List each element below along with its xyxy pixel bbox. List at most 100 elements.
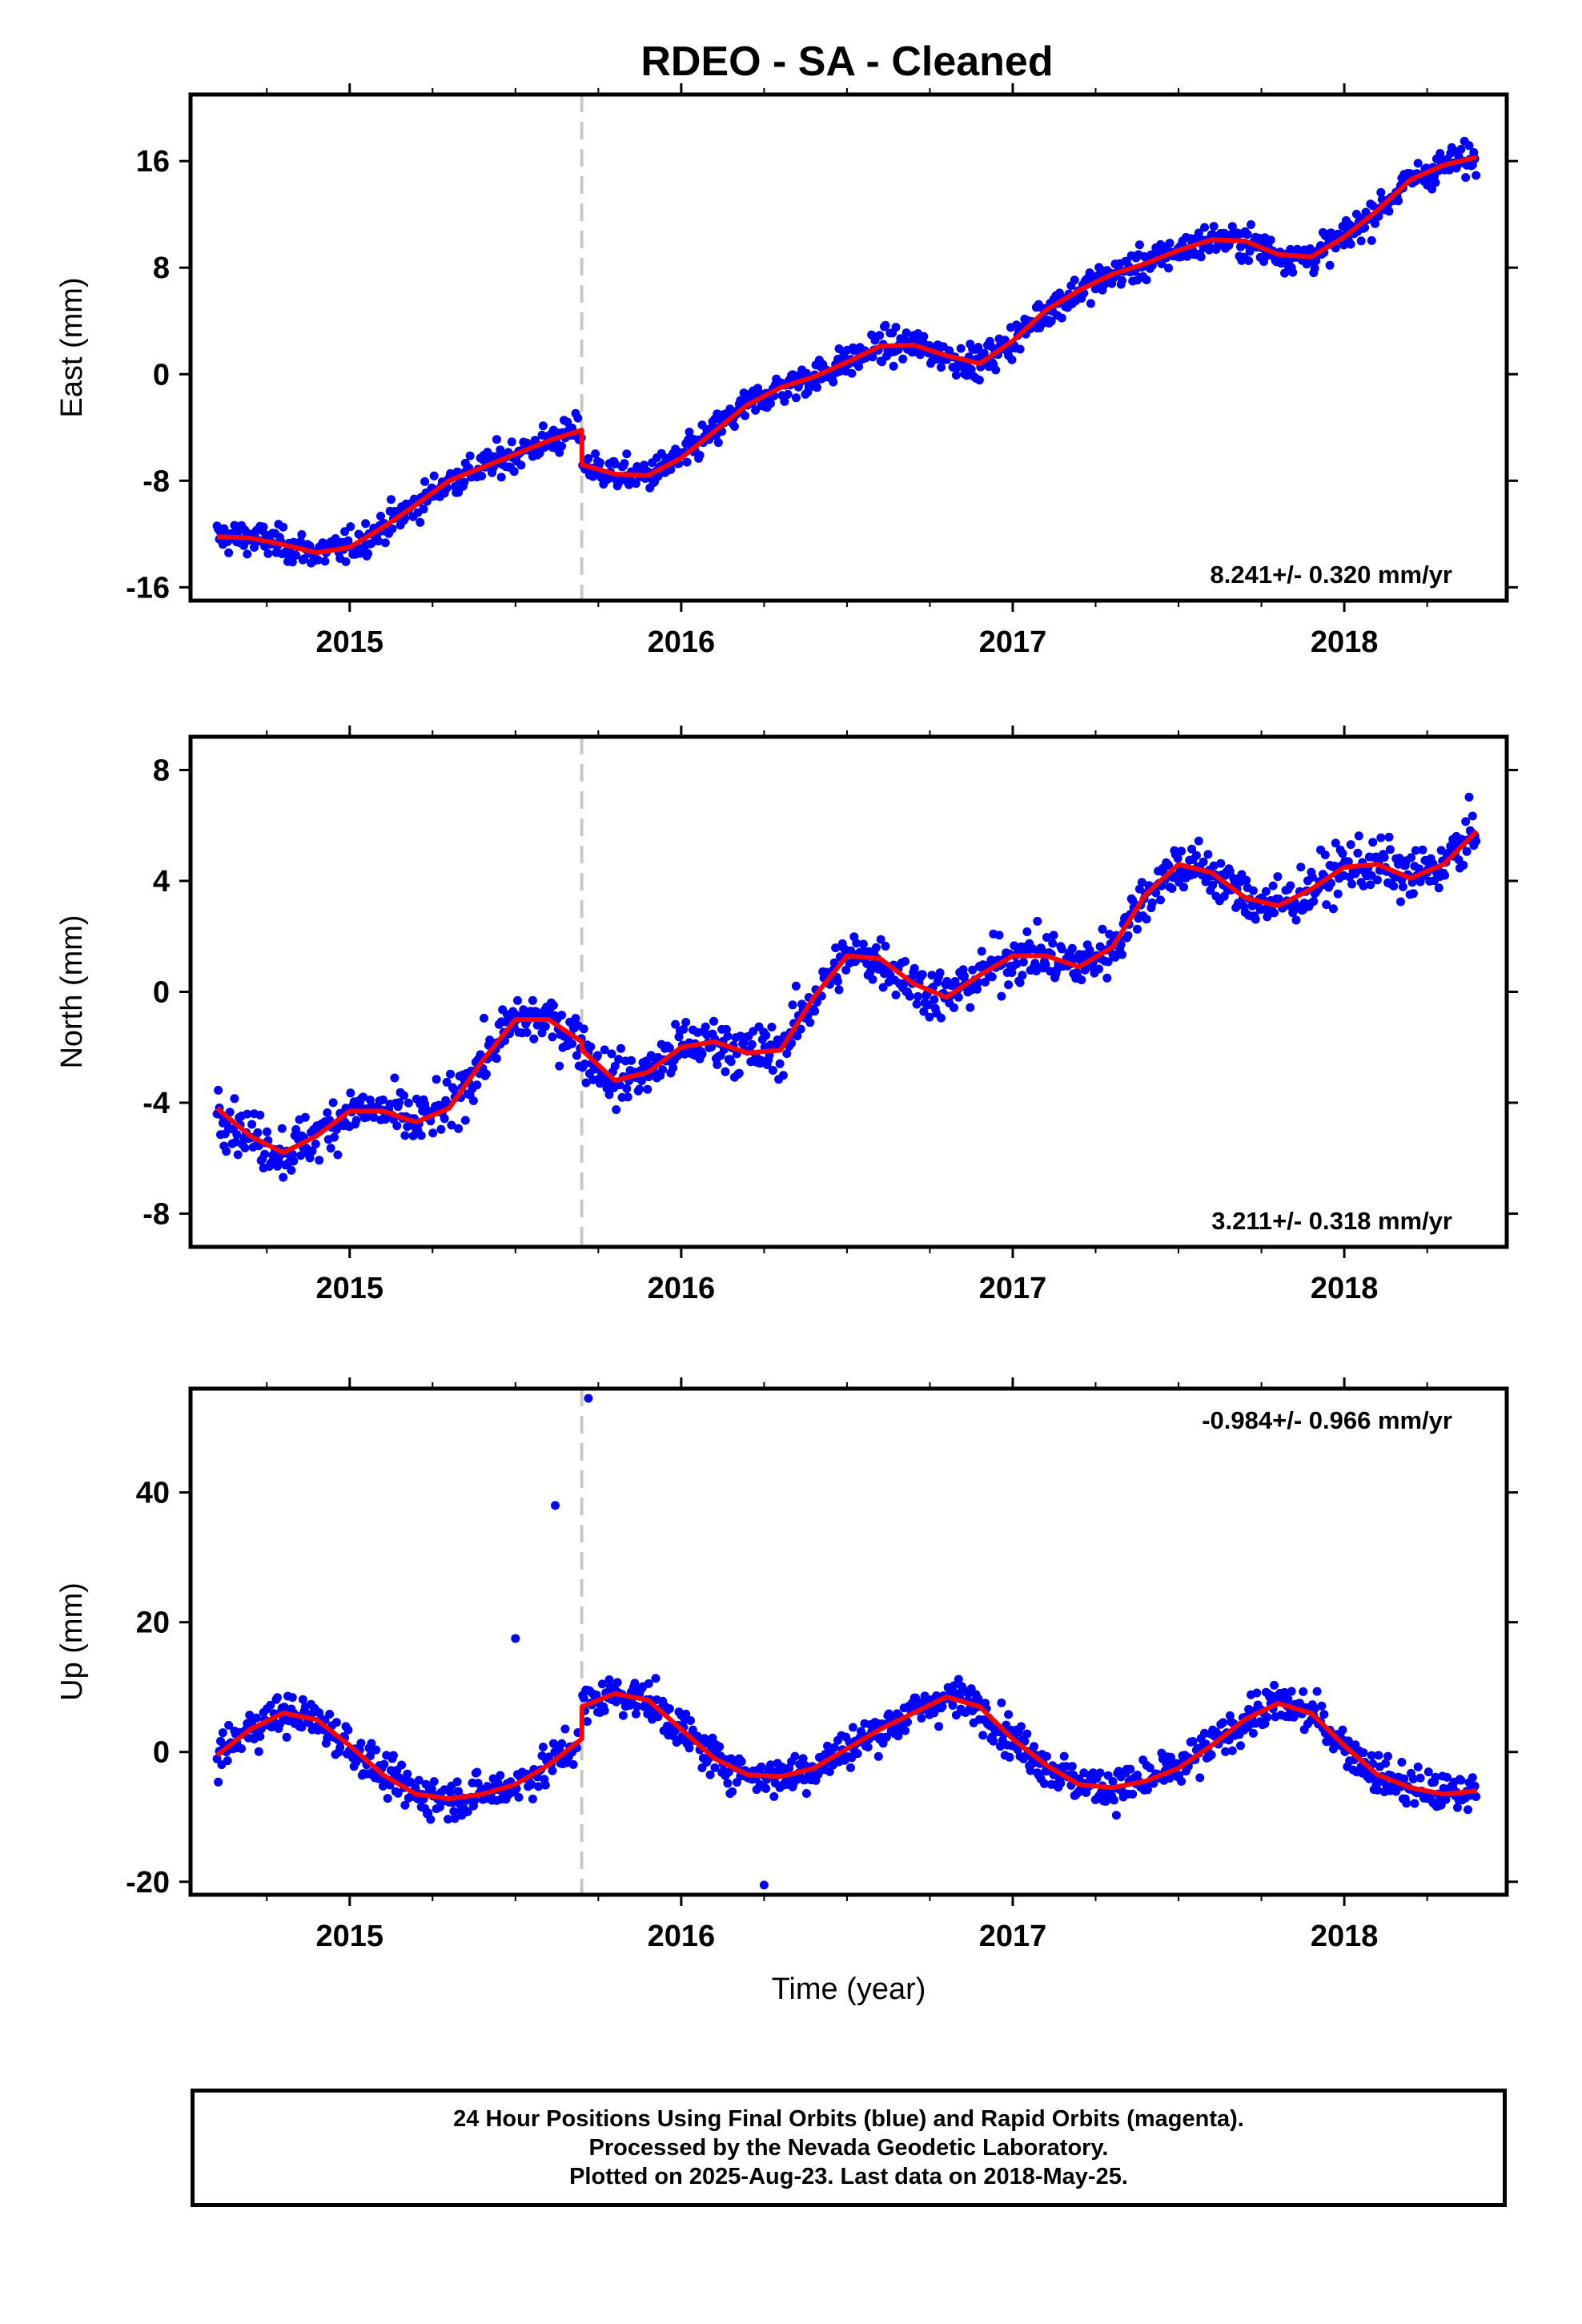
frame-up	[188, 1386, 1509, 1897]
data-point-up	[1470, 1781, 1480, 1791]
data-point-east	[595, 458, 604, 468]
footer-line-dates: Plotted on 2025-Aug-23. Last data on 201…	[569, 2164, 1128, 2189]
data-point-north	[540, 1022, 550, 1031]
data-point-north	[810, 1007, 820, 1016]
data-point-east	[429, 471, 439, 480]
data-point-north	[1242, 875, 1251, 885]
data-point-north	[778, 1071, 788, 1080]
data-point-up	[618, 1711, 628, 1720]
data-point-east	[1394, 196, 1403, 206]
data-point-east	[974, 343, 983, 352]
data-point-east	[1346, 239, 1355, 249]
data-point-north	[917, 970, 927, 979]
data-point-east	[1435, 149, 1445, 158]
data-point-north	[230, 1094, 239, 1104]
data-point-north	[726, 1057, 736, 1067]
xtick-label-north: 2018	[1311, 1272, 1379, 1305]
data-point-north	[1436, 846, 1446, 855]
data-point-north	[300, 1112, 310, 1122]
data-point-up	[737, 1757, 746, 1767]
data-point-north	[935, 968, 945, 978]
rate-label-north: 3.211+/- 0.318 mm/yr	[1211, 1207, 1452, 1235]
data-point-up	[427, 1784, 436, 1794]
data-point-north	[436, 1124, 446, 1134]
data-point-up	[496, 1771, 505, 1780]
data-point-north	[480, 1013, 488, 1023]
data-point-up	[426, 1815, 436, 1824]
data-point-east	[584, 454, 593, 463]
ytick-label-north: 8	[153, 754, 170, 788]
data-point-east	[610, 459, 620, 468]
data-point-up	[1374, 1751, 1383, 1760]
data-point-north	[1057, 944, 1066, 954]
data-point-east	[1310, 263, 1319, 273]
data-point-up	[848, 1723, 857, 1732]
data-point-up	[1399, 1774, 1409, 1783]
data-point-east	[380, 538, 390, 548]
data-point-north	[919, 1007, 929, 1016]
data-point-up	[917, 1714, 926, 1723]
data-point-up	[686, 1716, 695, 1725]
data-point-north	[1353, 848, 1363, 858]
data-point-up	[1145, 1763, 1154, 1773]
data-point-up	[1338, 1725, 1347, 1735]
data-point-east	[1118, 275, 1127, 285]
data-point-up	[948, 1701, 958, 1710]
data-point-up	[454, 1787, 464, 1796]
data-point-east	[1413, 159, 1423, 168]
data-point-east	[416, 517, 425, 527]
data-point-up	[414, 1775, 424, 1785]
data-point-north	[881, 942, 890, 951]
ytick-label-east: -8	[143, 464, 170, 498]
data-point-north	[1033, 916, 1042, 926]
data-point-north	[1461, 817, 1471, 826]
data-point-east	[263, 549, 273, 558]
data-point-north	[701, 1022, 710, 1031]
data-point-north	[1179, 883, 1188, 892]
data-point-up	[920, 1691, 930, 1701]
data-point-north	[768, 1066, 777, 1075]
data-point-up	[449, 1807, 459, 1816]
ytick-label-up: 40	[136, 1477, 170, 1510]
xtick-label-east: 2015	[315, 625, 383, 659]
data-point-up	[901, 1726, 910, 1735]
data-point-up	[540, 1780, 550, 1790]
data-point-north	[761, 1031, 771, 1040]
data-point-east	[297, 530, 307, 539]
data-point-east	[1157, 259, 1166, 268]
data-point-up	[1056, 1779, 1066, 1788]
data-point-east	[1456, 144, 1466, 154]
data-point-north	[390, 1073, 400, 1083]
data-point-north	[1385, 845, 1395, 854]
data-point-north	[492, 1054, 501, 1063]
data-point-east	[465, 451, 475, 460]
model-line-up	[215, 1691, 1477, 1802]
data-point-north	[287, 1165, 296, 1175]
data-point-north	[665, 1043, 674, 1053]
data-point-up	[1017, 1722, 1026, 1731]
data-point-north	[1248, 886, 1258, 895]
data-point-east	[1007, 355, 1017, 364]
data-point-up	[1359, 1748, 1368, 1758]
data-point-north	[1209, 861, 1219, 870]
data-point-east	[496, 472, 506, 482]
data-point-north	[997, 991, 1006, 1001]
data-point-up	[932, 1691, 942, 1700]
ytick-label-north: -8	[143, 1197, 170, 1231]
data-point-up	[298, 1695, 307, 1704]
data-point-north	[1225, 866, 1235, 876]
data-point-north	[1354, 831, 1363, 841]
data-point-up	[435, 1802, 444, 1811]
data-point-up	[715, 1742, 725, 1751]
data-point-up	[356, 1739, 366, 1748]
data-point-north	[1137, 878, 1146, 887]
data-point-east	[741, 411, 750, 420]
data-point-north	[924, 1000, 934, 1010]
data-point-north	[449, 1084, 459, 1094]
data-point-up	[287, 1693, 297, 1703]
data-point-north	[1411, 846, 1420, 855]
data-point-north	[1048, 939, 1058, 948]
data-point-up	[1111, 1811, 1121, 1820]
data-point-east	[780, 396, 789, 406]
data-point-up	[254, 1747, 263, 1756]
